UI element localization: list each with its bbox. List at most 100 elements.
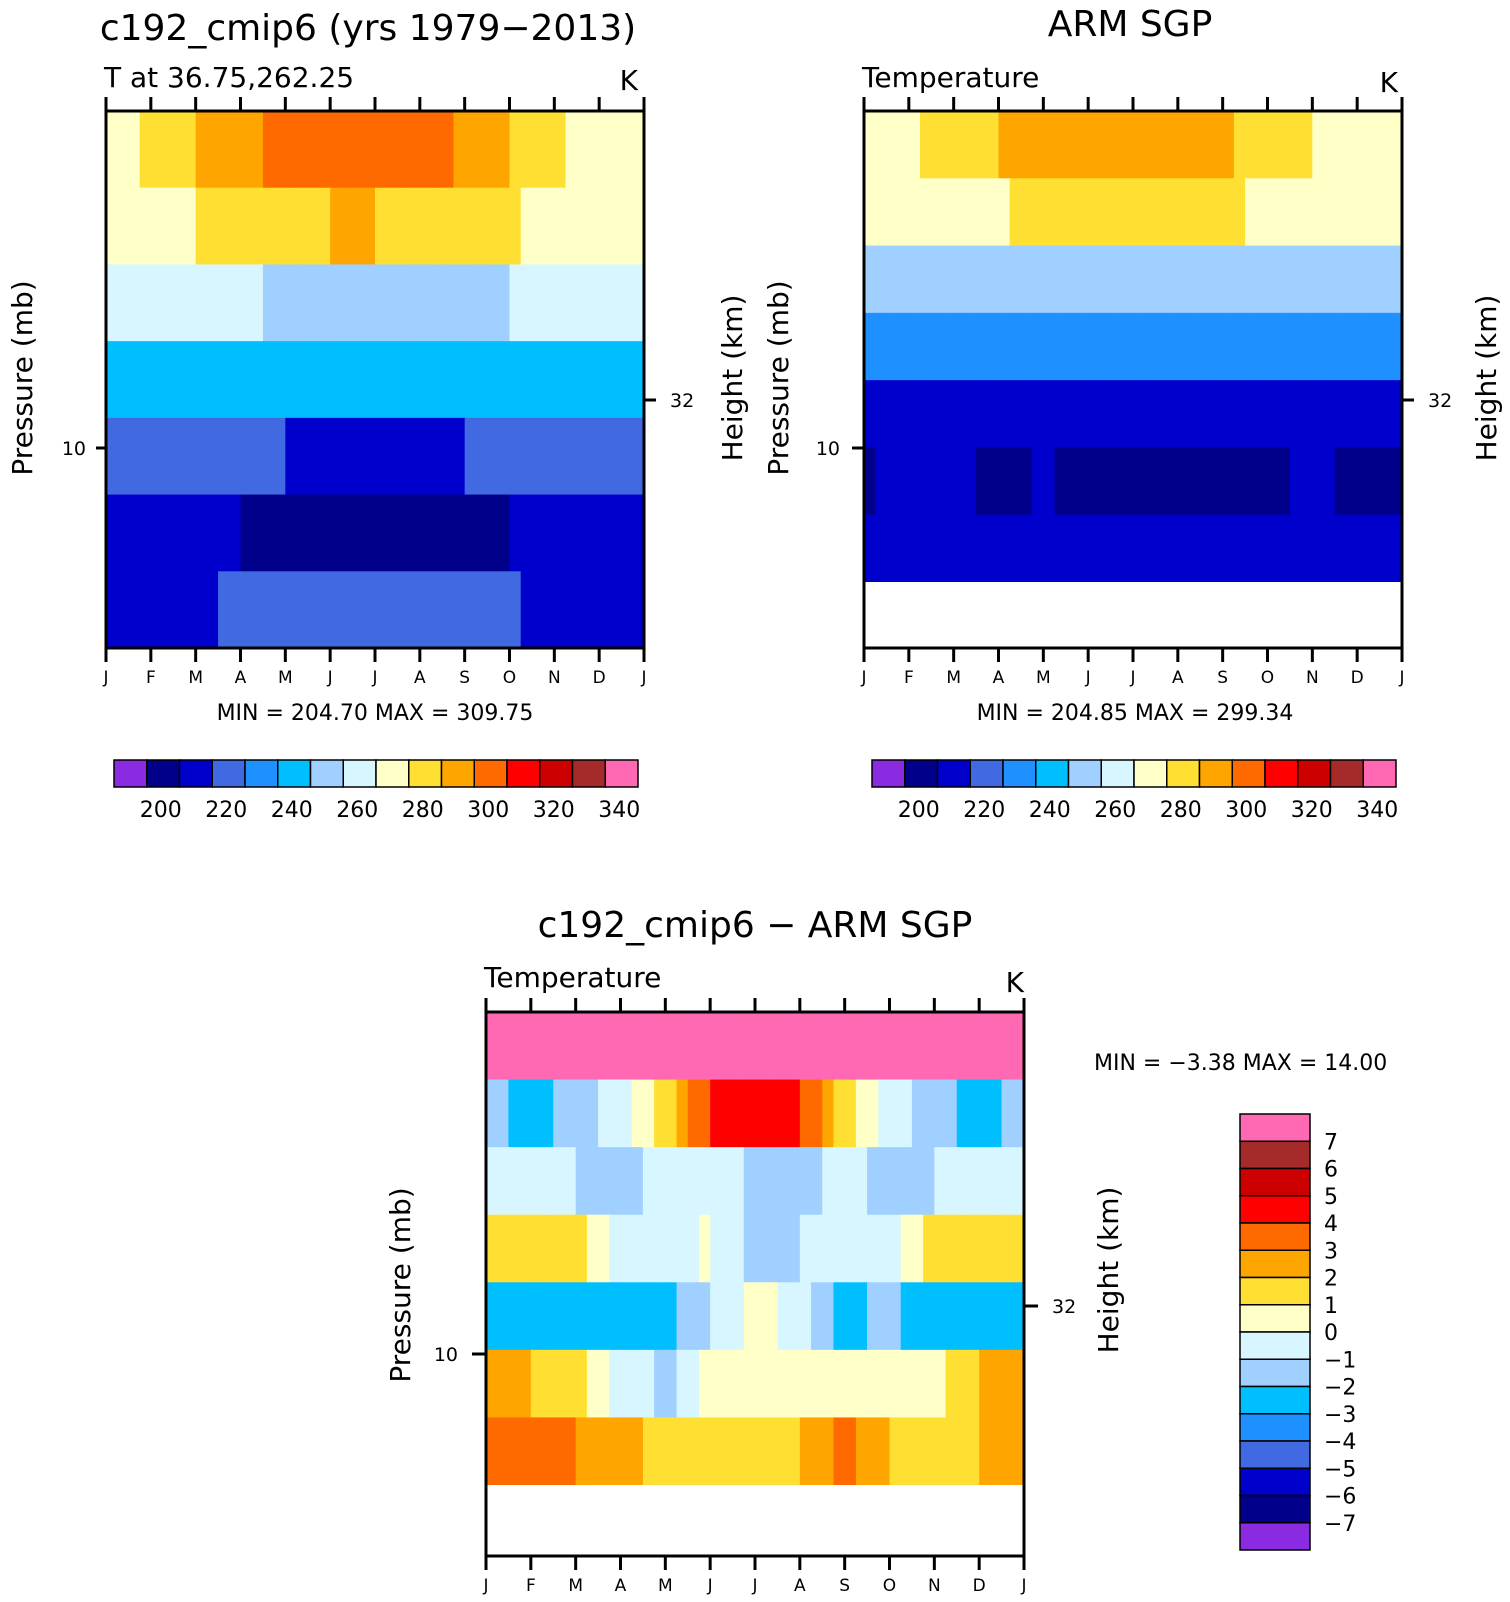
contour-cell-lower-1-0 xyxy=(530,1282,543,1351)
contour-cell-upper-0-2 xyxy=(886,178,899,247)
contour-cell-mid_upper-0-3 xyxy=(897,245,910,314)
contour-cell-mid_upper-8-3 xyxy=(498,264,511,342)
contour-cell-top-11-3 xyxy=(632,111,645,189)
contour-cell-bottom-3-3 xyxy=(1032,514,1044,583)
contour-cell-bottom-6-0 xyxy=(755,1417,767,1486)
contour-cell-low-0-0 xyxy=(486,1349,498,1419)
contour-cell-lower-5-1 xyxy=(1099,380,1112,449)
contour-cell-bottom-10-0 xyxy=(554,571,567,649)
contour-cell-lower-5-2 xyxy=(352,417,365,496)
contour-cell-low-6-2 xyxy=(1155,447,1168,516)
contour-cell-bottom-1-2 xyxy=(553,1417,566,1486)
contour-cell-lower-8-1 xyxy=(475,417,488,496)
contour-cell-mid_upper-2-3 xyxy=(229,264,242,342)
contour-cell-low-11-2 xyxy=(1001,1349,1014,1419)
contour-cell-bottom-7-1 xyxy=(1189,514,1201,583)
contour-cell-bottom-1-1 xyxy=(162,571,174,649)
x-tick-label: F xyxy=(526,1576,536,1596)
contour-cell-low-5-0 xyxy=(710,1349,722,1419)
contour-cell-lower-2-1 xyxy=(586,1282,599,1351)
contour-cell-mid_upper-3-0 xyxy=(620,1147,633,1216)
contour-cell-lower-6-0 xyxy=(375,417,387,496)
contour-cell-top-7-2 xyxy=(1200,111,1213,179)
contour-cell-mid-8-2 xyxy=(1245,312,1257,381)
contour-cell-lower-3-2 xyxy=(1020,380,1033,449)
contour-cell-mid_upper-4-3 xyxy=(318,264,331,342)
contour-cell-top-1-0 xyxy=(530,1012,543,1081)
obs-y-right-tick-label: 32 xyxy=(1428,390,1452,412)
colorbar-swatch xyxy=(146,759,181,788)
contour-cell-low-11-0 xyxy=(1357,447,1369,516)
contour-cell-bottom-1-3 xyxy=(184,571,197,649)
colorbar-swatch xyxy=(1329,759,1364,788)
contour-cell-upper-11-2 xyxy=(621,187,634,266)
contour-cell-upper-7-0 xyxy=(419,187,432,266)
obs-min-max: MIN = 204.85 MAX = 299.34 xyxy=(977,701,1294,726)
contour-cell-lower-7-1 xyxy=(1189,380,1201,449)
contour-cell-low-3-3 xyxy=(654,1349,666,1419)
contour-cell-mid_upper-1-1 xyxy=(920,245,932,314)
contour-cell-lower-8-2 xyxy=(1245,380,1257,449)
contour-cell-upper-10-2 xyxy=(576,187,589,266)
x-tick-label: J xyxy=(1398,668,1404,688)
contour-cell-mid-3-1 xyxy=(251,341,264,419)
contour-cell-upper-10-0 xyxy=(1312,178,1325,247)
contour-cell-mid-4-2 xyxy=(307,341,320,419)
contour-cell-mid_upper-0-3 xyxy=(519,1147,532,1216)
contour-cell-low-7-0 xyxy=(799,1349,812,1419)
diff-y-axis-label: Pressure (mb) xyxy=(384,1187,417,1382)
contour-cell-mid-11-2 xyxy=(1001,1214,1014,1283)
contour-cell-low-7-0 xyxy=(419,494,432,572)
contour-cell-low-11-0 xyxy=(599,494,611,572)
contour-cell-bottom-10-3 xyxy=(587,571,600,649)
contour-cell-low-2-1 xyxy=(586,1349,599,1419)
contour-cell-top-5-0 xyxy=(330,111,342,189)
contour-cell-top-7-3 xyxy=(833,1012,846,1081)
contour-cell-low-10-2 xyxy=(576,494,589,572)
contour-cell-mid_upper-11-3 xyxy=(1012,1147,1025,1216)
contour-cell-upper-3-1 xyxy=(1009,178,1022,247)
contour-cell-bottom-6-3 xyxy=(408,571,421,649)
contour-cell-low-4-3 xyxy=(318,494,331,572)
colorbar-swatch xyxy=(1362,759,1397,788)
contour-cell-mid_upper-8-1 xyxy=(1233,245,1246,314)
contour-cell-mid-2-1 xyxy=(964,312,977,381)
x-tick-label: N xyxy=(928,1576,941,1596)
contour-cell-mid_upper-6-0 xyxy=(755,1147,767,1216)
colorbar-swatch xyxy=(1297,759,1332,788)
contour-cell-upper-4-0 xyxy=(285,187,298,266)
contour-cell-mid-2-0 xyxy=(953,312,966,381)
contour-cell-mid_upper-10-0 xyxy=(934,1147,947,1216)
contour-cell-top-7-0 xyxy=(419,111,432,189)
contour-cell-bottom-6-3 xyxy=(1166,514,1179,583)
contour-cell-low-4-2 xyxy=(307,494,320,572)
contour-cell-lower-0-0 xyxy=(106,417,118,496)
contour-cell-bottom-1-0 xyxy=(908,514,921,583)
contour-cell-mid-7-0 xyxy=(799,1214,812,1283)
contour-cell-low-3-2 xyxy=(642,1349,655,1419)
contour-cell-mid_upper-6-2 xyxy=(397,264,410,342)
contour-cell-top-6-3 xyxy=(408,111,421,189)
contour-cell-low-5-3 xyxy=(743,1349,756,1419)
x-tick-label: M xyxy=(278,668,293,688)
contour-cell-low-8-2 xyxy=(487,494,499,572)
contour-cell-upper-9-2 xyxy=(911,1079,924,1148)
contour-cell-upper-9-1 xyxy=(1278,178,1291,247)
contour-cell-mid_upper-9-2 xyxy=(531,264,544,342)
contour-cell-low-7-3 xyxy=(833,1349,846,1419)
contour-cell-upper-2-1 xyxy=(964,178,977,247)
contour-cell-top-0-2 xyxy=(886,111,899,179)
diff-panel-title: c192_cmip6 − ARM SGP xyxy=(538,905,973,946)
contour-cell-mid_upper-0-0 xyxy=(106,264,118,342)
x-tick-label: J xyxy=(371,668,377,688)
contour-cell-bottom-1-1 xyxy=(920,514,932,583)
contour-cell-mid_upper-1-3 xyxy=(184,264,197,342)
contour-cell-upper-10-3 xyxy=(587,187,600,266)
contour-cell-mid-0-1 xyxy=(117,341,130,419)
contour-cell-lower-2-0 xyxy=(195,417,208,496)
contour-cell-low-3-0 xyxy=(240,494,253,572)
colorbar-tick-label: 220 xyxy=(963,798,1005,823)
contour-cell-upper-4-0 xyxy=(1043,178,1056,247)
contour-cell-lower-2-3 xyxy=(609,1282,622,1351)
contour-cell-top-0-1 xyxy=(875,111,888,179)
